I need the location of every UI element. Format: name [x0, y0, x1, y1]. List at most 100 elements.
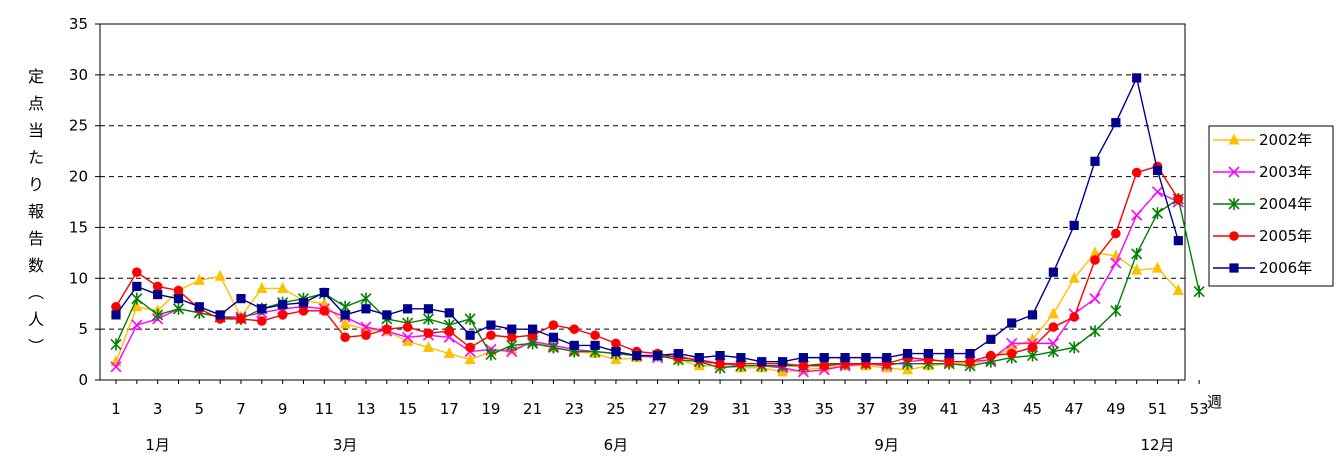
- data-point: [402, 322, 413, 332]
- x-tick-label: 23: [565, 400, 584, 418]
- x-tick-label: 43: [981, 400, 1000, 418]
- data-point: [193, 273, 205, 285]
- y-label-char: 報: [28, 202, 44, 221]
- y-tick-label: 35: [69, 15, 88, 33]
- legend-marker: [1229, 231, 1239, 241]
- data-point: [1047, 307, 1059, 319]
- data-point: [590, 330, 600, 341]
- data-point: [1069, 220, 1079, 230]
- series-3: [111, 161, 1184, 371]
- data-point: [485, 348, 497, 361]
- series-line: [115, 165, 1179, 367]
- x-axis: 1 3 5 7 9 11 13 15 17 19 21 23 25 27 29 31 33 35 37 39 41 43 4…: [111, 380, 1209, 454]
- data-point: [1027, 310, 1038, 320]
- data-point: [277, 281, 289, 293]
- data-point: [1111, 118, 1121, 128]
- y-label-char: ）: [26, 338, 45, 354]
- legend-label: 2005年: [1259, 227, 1312, 245]
- data-point: [986, 350, 996, 361]
- legend-label: 2006年: [1259, 259, 1312, 277]
- data-point: [1048, 267, 1058, 277]
- data-point: [131, 292, 143, 305]
- data-point: [1151, 186, 1164, 198]
- data-point: [361, 330, 371, 341]
- x-tick-label: 13: [356, 400, 375, 418]
- data-point: [422, 312, 435, 325]
- data-point: [506, 332, 517, 343]
- month-label: 9月: [874, 436, 899, 454]
- y-label-char: 当: [28, 121, 44, 140]
- data-point: [1069, 312, 1079, 322]
- data-point: [1173, 236, 1183, 246]
- data-point: [298, 306, 309, 316]
- y-label-char: 数: [28, 256, 44, 275]
- data-point: [1089, 293, 1101, 305]
- data-point: [256, 281, 268, 293]
- data-point: [1193, 285, 1205, 298]
- data-point: [403, 304, 413, 314]
- x-tick-label: 25: [606, 400, 625, 418]
- x-tick-label: 17: [440, 400, 459, 418]
- data-point: [360, 292, 372, 305]
- x-tick-label: 9: [278, 400, 288, 418]
- legend-item: 2002年: [1213, 131, 1312, 149]
- data-point: [402, 334, 414, 346]
- data-point: [965, 356, 975, 367]
- data-point: [1068, 341, 1080, 354]
- x-tick-label: 21: [523, 400, 542, 418]
- data-point: [444, 326, 455, 336]
- data-point: [1110, 304, 1122, 317]
- data-point: [986, 334, 996, 344]
- data-point: [319, 287, 329, 298]
- x-tick-label: 19: [481, 400, 500, 418]
- y-tick-label: 10: [69, 269, 88, 287]
- y-label-char: 告: [28, 229, 44, 248]
- y-tick-label: 5: [78, 320, 88, 338]
- y-label-char: た: [28, 148, 44, 167]
- y-tick-label: 15: [69, 218, 88, 236]
- data-point: [798, 360, 809, 371]
- data-point: [486, 330, 496, 341]
- data-point: [464, 312, 476, 325]
- y-axis: 0 5 10 15 20 25 30 35: [69, 15, 100, 389]
- data-point: [965, 348, 975, 359]
- data-point: [111, 301, 121, 312]
- data-point: [632, 350, 642, 361]
- x-tick-label: 49: [1106, 400, 1125, 418]
- data-point: [444, 308, 454, 318]
- data-point: [340, 310, 350, 320]
- legend-label: 2002年: [1259, 131, 1312, 149]
- data-point: [131, 319, 143, 331]
- data-point: [1089, 246, 1101, 258]
- series-lines: [110, 73, 1205, 378]
- month-label: 6月: [604, 436, 629, 454]
- x-tick-label: 7: [236, 400, 246, 418]
- data-point: [132, 281, 142, 292]
- data-point: [1131, 167, 1142, 178]
- data-point: [736, 353, 746, 363]
- data-point: [464, 353, 476, 365]
- data-point: [528, 324, 538, 334]
- data-point: [777, 357, 788, 367]
- data-point: [1068, 271, 1080, 283]
- data-point: [257, 316, 267, 326]
- month-label: 12月: [1140, 436, 1174, 454]
- legend-label: 2003年: [1259, 163, 1312, 181]
- x-tick-label: 39: [898, 400, 917, 418]
- x-tick-label: 3: [153, 400, 163, 418]
- data-point: [110, 361, 122, 373]
- month-label: 3月: [333, 436, 358, 454]
- data-point: [1111, 228, 1121, 239]
- data-point: [277, 310, 288, 320]
- data-point: [422, 340, 434, 352]
- x-tick-label: 41: [940, 400, 959, 418]
- data-point: [298, 298, 309, 308]
- data-point: [1047, 345, 1059, 358]
- data-point: [861, 353, 871, 363]
- legend-box: [1208, 125, 1334, 287]
- y-tick-label: 20: [69, 168, 88, 186]
- data-point: [443, 347, 455, 359]
- data-point: [1152, 165, 1163, 176]
- data-point: [819, 353, 829, 363]
- data-point: [547, 341, 559, 354]
